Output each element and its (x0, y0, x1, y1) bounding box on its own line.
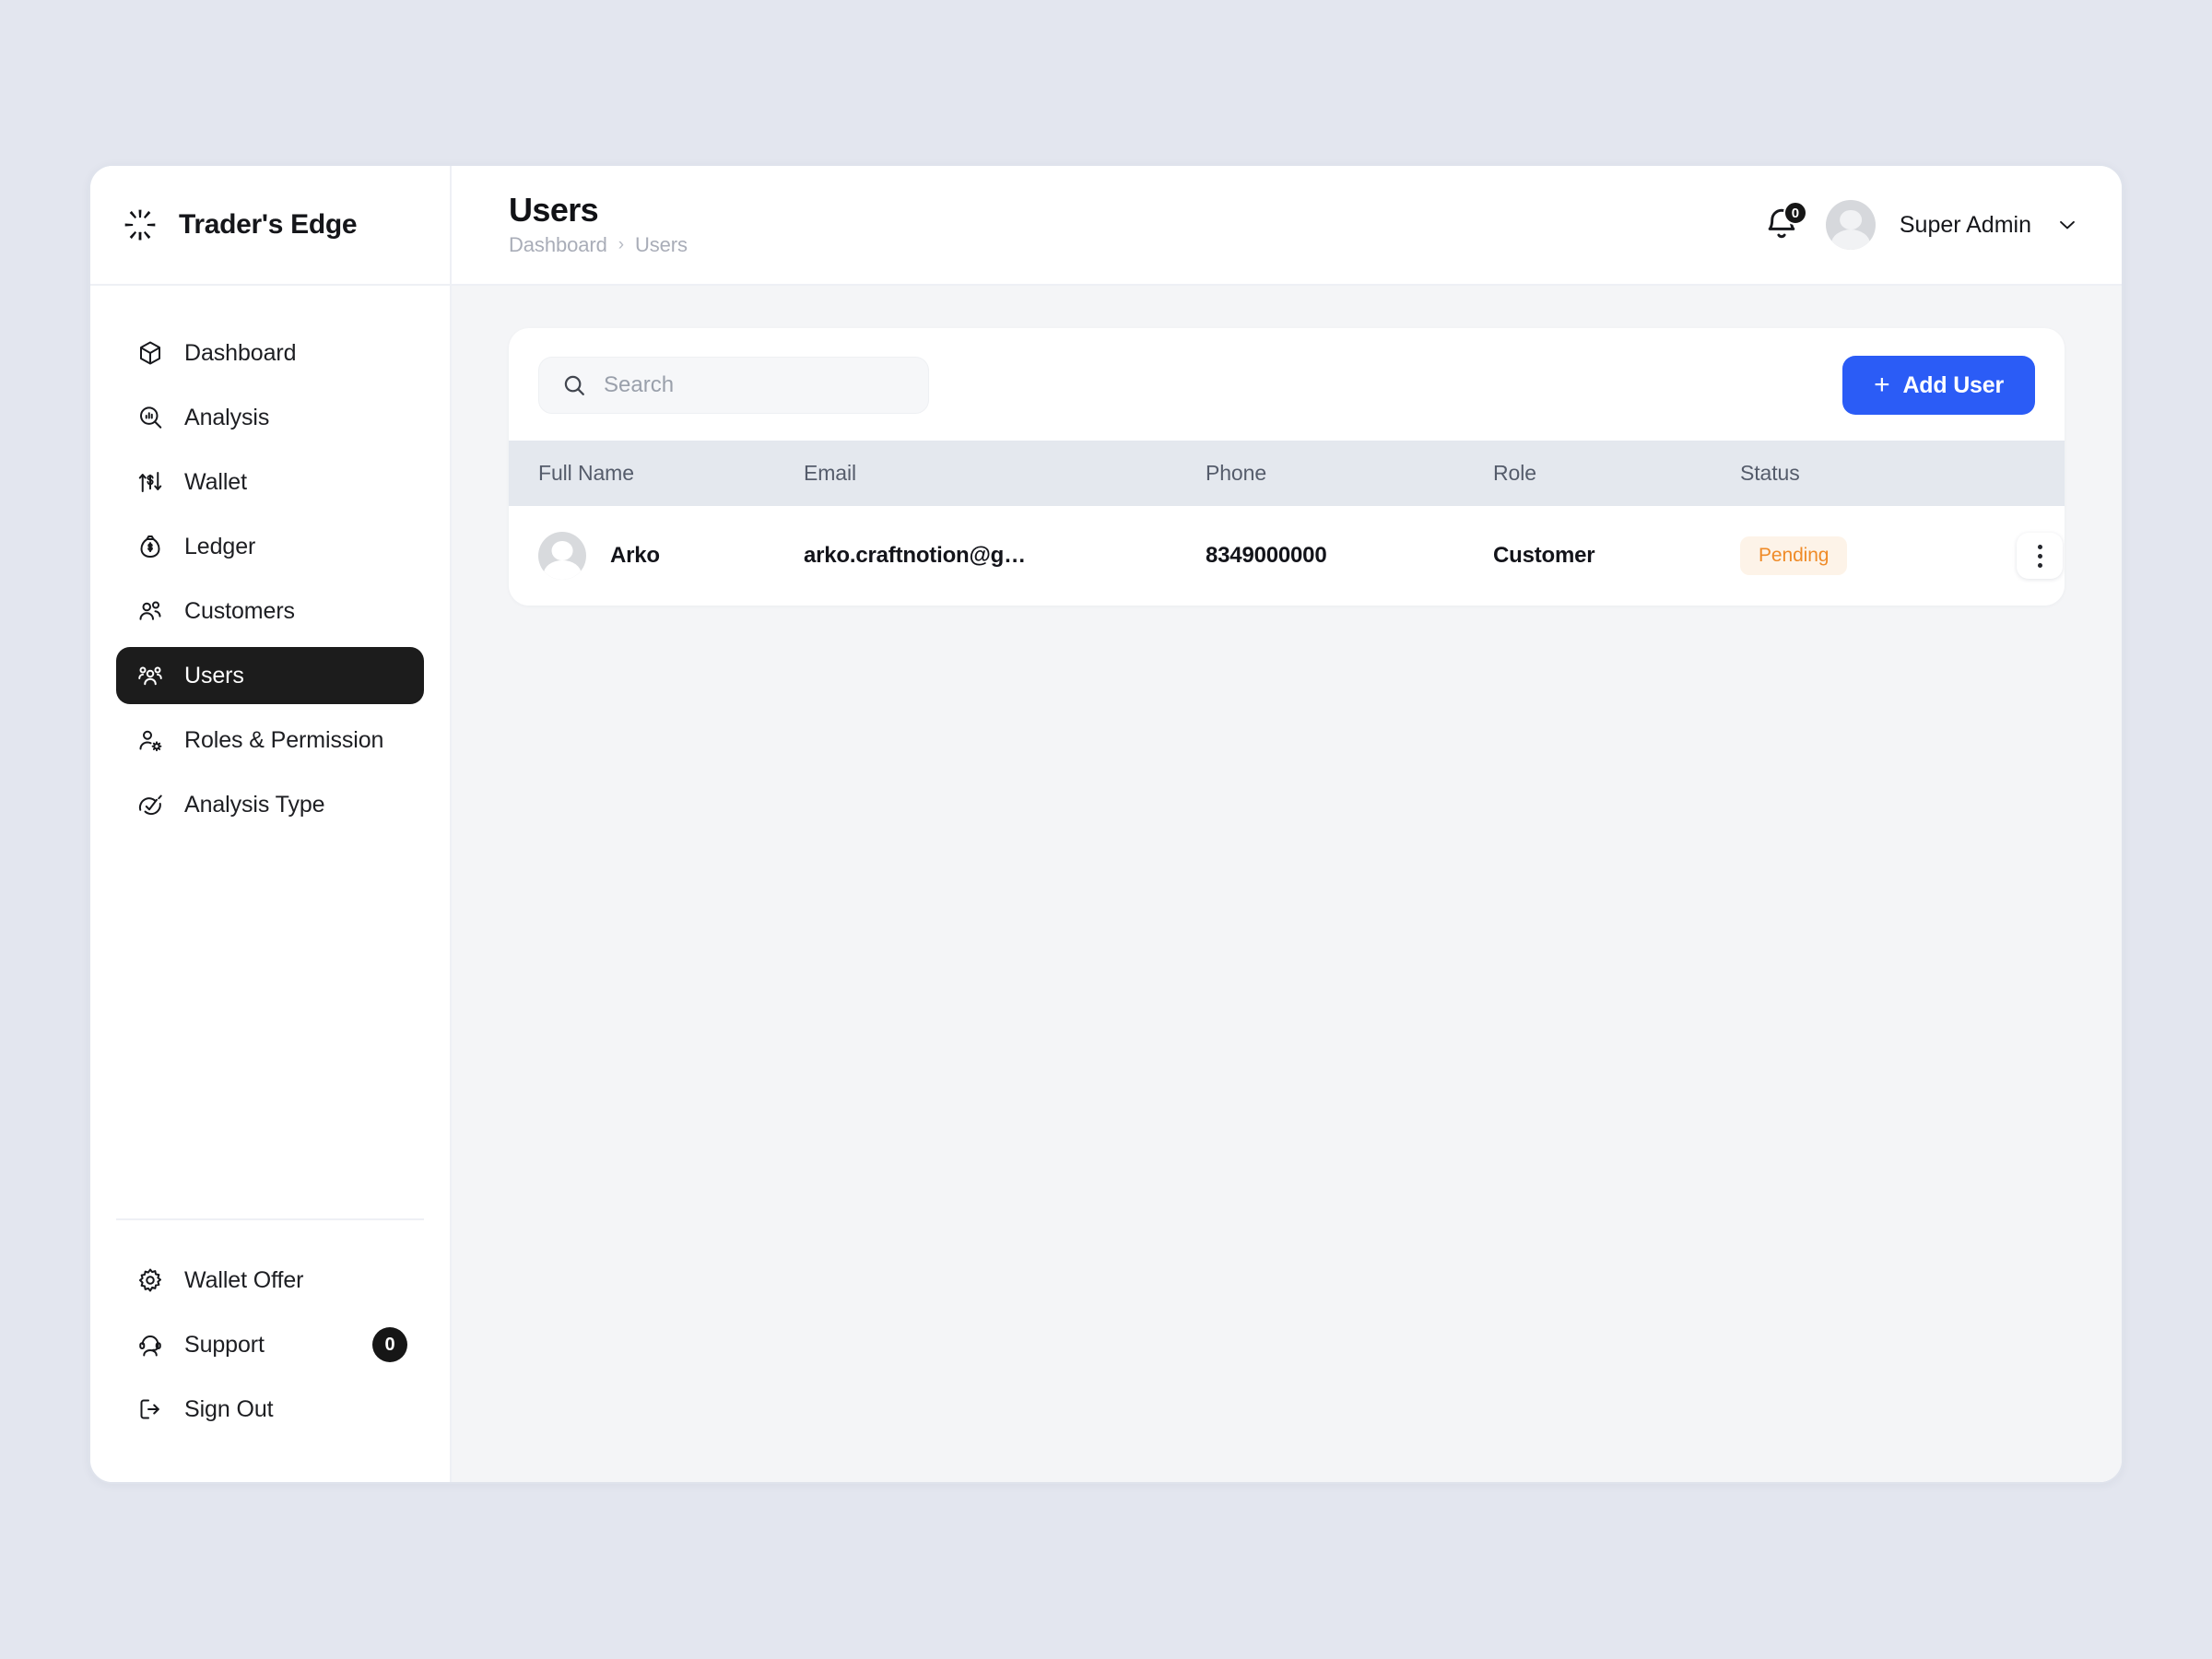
sidebar-item-sign-out[interactable]: Sign Out (116, 1381, 424, 1438)
app-window: Trader's Edge Dashboard Analysis (88, 164, 2124, 1484)
sidebar-item-customers[interactable]: Customers (116, 582, 424, 640)
sidebar-spacer (90, 841, 450, 1218)
table-head: Full Name Email Phone Role Status (509, 441, 2065, 506)
sidebar-item-roles-permission[interactable]: Roles & Permission (116, 712, 424, 769)
cell-email: arko.craftnotion@g… (804, 506, 1206, 606)
plus-icon: + (1874, 370, 1890, 400)
sidebar-item-label: Users (184, 662, 244, 688)
cell-actions (2017, 506, 2065, 606)
sidebar-divider (116, 1218, 424, 1220)
cell-role: Customer (1493, 506, 1740, 606)
column-header-status: Status (1740, 441, 2017, 506)
user-email: arko.craftnotion@g… (804, 543, 1026, 568)
support-badge: 0 (372, 1327, 407, 1362)
users-group-icon (138, 666, 162, 686)
secondary-nav: Wallet Offer Support 0 (90, 1252, 450, 1482)
sparkle-icon (124, 209, 156, 241)
sidebar-item-label: Analysis Type (184, 791, 325, 818)
breadcrumb-parent[interactable]: Dashboard (509, 232, 607, 256)
avatar[interactable] (1825, 200, 1876, 250)
money-bag-icon (140, 535, 160, 558)
card-toolbar: + Add User (509, 328, 2065, 441)
sidebar-item-label: Analysis (184, 404, 270, 430)
sidebar-item-label: Support (184, 1331, 265, 1358)
avatar-head (1839, 209, 1862, 230)
sidebar-item-users[interactable]: Users (116, 647, 424, 704)
cell-full-name: Arko (509, 506, 804, 606)
breadcrumb-current: Users (634, 232, 688, 256)
breadcrumb: Dashboard › Users (509, 233, 688, 257)
dot (2037, 544, 2042, 549)
column-header-full-name: Full Name (509, 441, 804, 506)
sidebar-item-label: Dashboard (184, 339, 297, 366)
sidebar-item-label: Wallet (184, 468, 247, 495)
cube-icon (140, 341, 160, 365)
search-chart-icon (140, 406, 162, 429)
chart-check-icon (138, 794, 162, 816)
column-header-role: Role (1493, 441, 1740, 506)
sidebar-item-support[interactable]: Support 0 (116, 1316, 424, 1373)
sidebar: Trader's Edge Dashboard Analysis (90, 166, 452, 1482)
logout-icon (140, 1399, 159, 1419)
row-avatar (538, 532, 586, 580)
main-area: Users Dashboard › Users 0 (452, 166, 2122, 1482)
sidebar-item-label: Roles & Permission (184, 726, 384, 753)
sidebar-item-analysis-type[interactable]: Analysis Type (116, 776, 424, 833)
gear-icon (139, 1268, 161, 1292)
sidebar-item-wallet[interactable]: Wallet (116, 453, 424, 511)
table-body: Arko arko.craftnotion@g… 8349000000 Cust… (509, 506, 2065, 606)
money-transfer-icon (138, 472, 162, 492)
content: + Add User Full Name Email Phone Role St… (452, 286, 2122, 1482)
status-badge: Pending (1740, 536, 1848, 575)
avatar-head (551, 540, 573, 560)
chevron-down-icon[interactable] (2055, 213, 2079, 237)
users-icon (139, 601, 161, 620)
search-box[interactable] (538, 357, 929, 414)
dot (2037, 553, 2042, 559)
sidebar-item-label: Ledger (184, 533, 256, 559)
sidebar-item-label: Customers (184, 597, 295, 624)
page-title: Users (509, 190, 599, 229)
table-row[interactable]: Arko arko.craftnotion@g… 8349000000 Cust… (509, 506, 2065, 606)
primary-nav: Dashboard Analysis Wallet (90, 286, 450, 841)
cell-status: Pending (1740, 506, 2017, 606)
user-gear-icon (139, 730, 162, 752)
account-name[interactable]: Super Admin (1899, 211, 2031, 238)
column-header-phone: Phone (1206, 441, 1493, 506)
notification-count-badge: 0 (1783, 201, 1807, 225)
column-header-email: Email (804, 441, 1206, 506)
sidebar-item-wallet-offer[interactable]: Wallet Offer (116, 1252, 424, 1309)
avatar-body (543, 560, 582, 580)
users-card: + Add User Full Name Email Phone Role St… (509, 328, 2065, 606)
sidebar-item-label: Wallet Offer (184, 1266, 304, 1293)
breadcrumb-separator: › (618, 234, 624, 254)
row-menu-button[interactable] (2017, 533, 2063, 579)
page-heading: Users Dashboard › Users (509, 190, 688, 257)
notifications-button[interactable]: 0 (1761, 201, 1807, 245)
table-header-row: Full Name Email Phone Role Status (509, 441, 2065, 506)
search-icon (564, 375, 584, 395)
headset-icon (139, 1335, 161, 1357)
topbar: Users Dashboard › Users 0 (452, 166, 2122, 286)
sidebar-item-dashboard[interactable]: Dashboard (116, 324, 424, 382)
cell-phone: 8349000000 (1206, 506, 1493, 606)
brand[interactable]: Trader's Edge (90, 166, 450, 286)
column-header-actions (2017, 441, 2065, 506)
sidebar-item-analysis[interactable]: Analysis (116, 389, 424, 446)
sidebar-item-ledger[interactable]: Ledger (116, 518, 424, 575)
add-user-label: Add User (1902, 371, 2004, 398)
sidebar-item-label: Sign Out (184, 1395, 274, 1422)
topbar-right: 0 Super Admin (1761, 200, 2079, 250)
user-full-name: Arko (610, 543, 660, 568)
dot (2037, 562, 2042, 568)
brand-name: Trader's Edge (179, 209, 358, 240)
search-input[interactable] (604, 372, 906, 398)
users-table: Full Name Email Phone Role Status (509, 441, 2065, 606)
add-user-button[interactable]: + Add User (1842, 356, 2035, 415)
avatar-body (1830, 229, 1870, 250)
